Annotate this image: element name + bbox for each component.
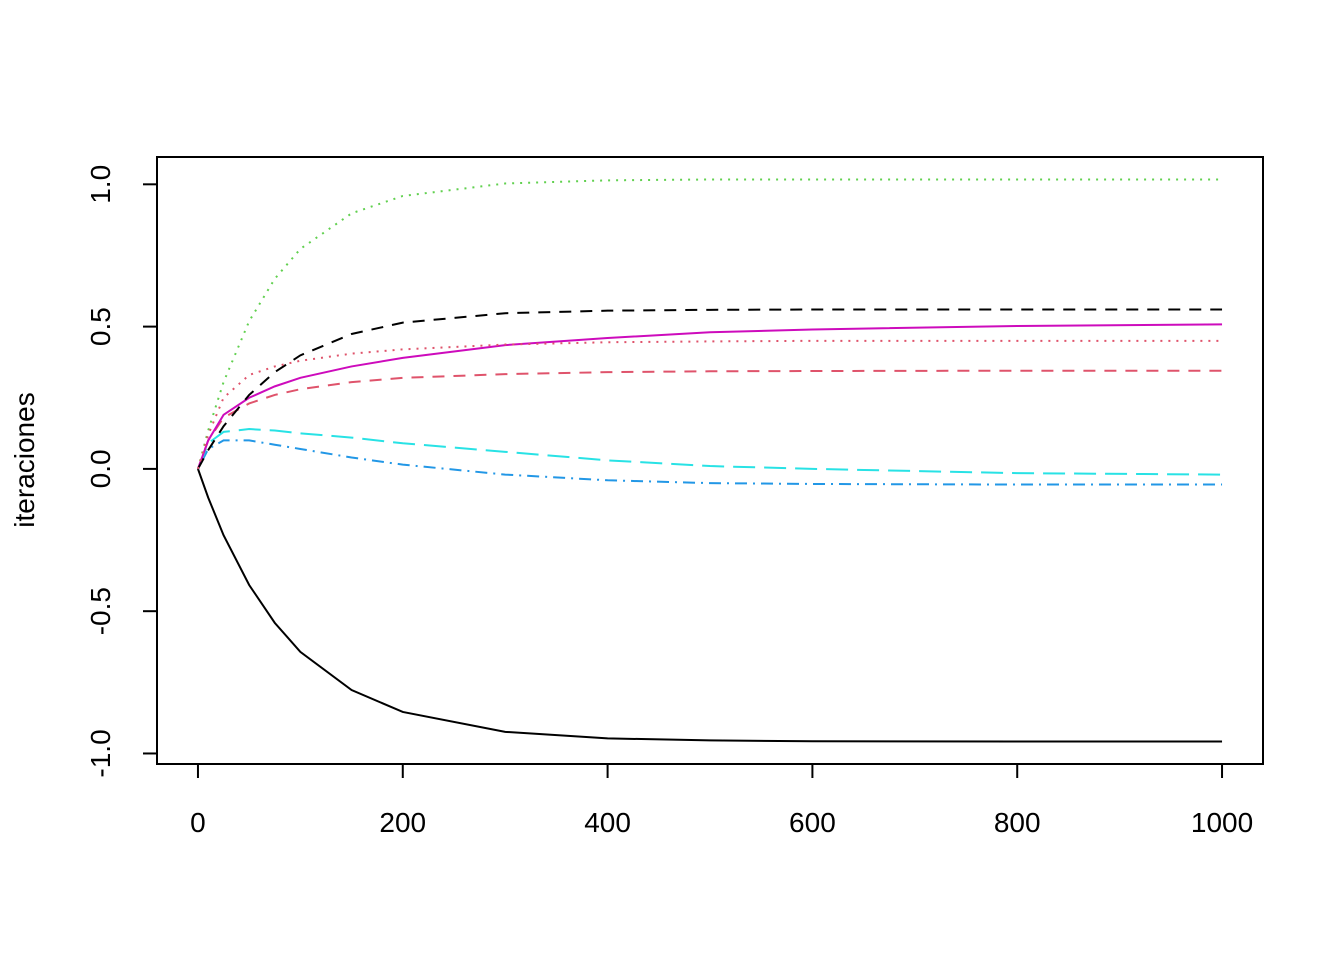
y-tick-label: 0.0 bbox=[85, 449, 116, 488]
series-line bbox=[197, 339, 1223, 470]
series-line bbox=[197, 428, 1223, 476]
series-line bbox=[197, 468, 1223, 743]
x-tick-label: 0 bbox=[190, 807, 206, 838]
series-line bbox=[196, 178, 1223, 470]
x-tick-label: 200 bbox=[379, 807, 426, 838]
series-line bbox=[197, 323, 1223, 470]
series-line bbox=[197, 308, 1223, 470]
plot-frame bbox=[156, 156, 1264, 765]
y-axis-label: iteraciones bbox=[9, 392, 40, 527]
x-tick-label: 600 bbox=[789, 807, 836, 838]
x-tick-label: 1000 bbox=[1191, 807, 1253, 838]
series-line bbox=[197, 369, 1223, 470]
y-tick-label: 1.0 bbox=[85, 165, 116, 204]
y-tick-label: -1.0 bbox=[85, 729, 116, 777]
y-tick-label: 0.5 bbox=[85, 307, 116, 346]
x-tick-label: 800 bbox=[994, 807, 1041, 838]
x-tick-label: 400 bbox=[584, 807, 631, 838]
series-line bbox=[197, 439, 1223, 486]
y-tick-label: -0.5 bbox=[85, 587, 116, 635]
